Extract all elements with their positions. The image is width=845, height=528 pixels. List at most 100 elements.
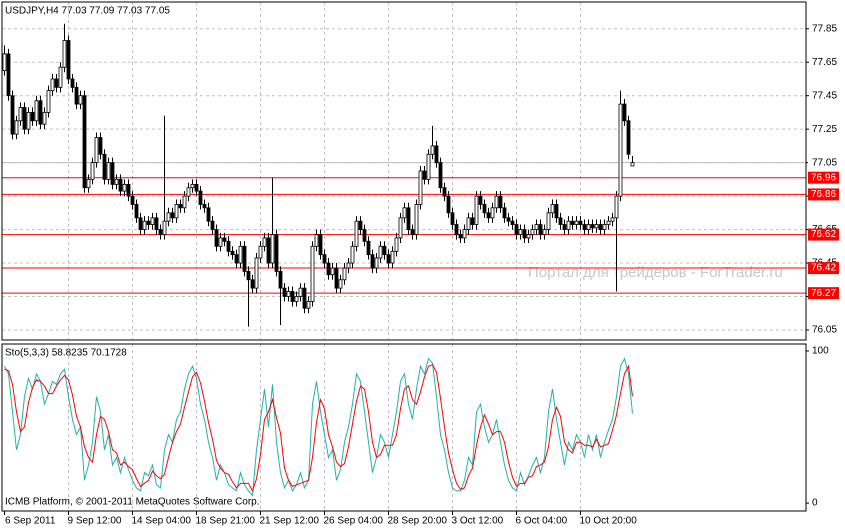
candle-body <box>258 245 263 259</box>
x-tick-label: 14 Sep 04:00 <box>132 516 192 527</box>
candle-body <box>490 207 495 219</box>
x-tick-label: 6 Sep 2011 <box>5 516 56 527</box>
candle-body <box>274 234 279 272</box>
candle-body <box>582 224 587 230</box>
candle-body <box>138 217 143 230</box>
candle-body <box>270 234 275 264</box>
candle-body <box>410 229 415 235</box>
candle-body <box>226 240 231 252</box>
candle-body <box>486 212 491 219</box>
candle-body <box>498 195 503 209</box>
candle-body <box>114 178 119 185</box>
x-tick-label: 18 Sep 21:00 <box>196 516 256 527</box>
candle-body <box>98 137 103 155</box>
candle-body <box>286 291 291 297</box>
indicator-line <box>4 364 633 493</box>
candle-body <box>426 153 431 180</box>
level-label: 76.62 <box>811 229 836 240</box>
candle-body <box>166 212 171 222</box>
candle-body <box>222 237 227 242</box>
candle-body <box>102 153 107 180</box>
candle-body <box>26 112 31 130</box>
candle-body <box>282 287 287 297</box>
candle-body <box>290 291 295 302</box>
candle-body <box>122 183 127 192</box>
candle-body <box>494 195 499 209</box>
candle-body <box>626 120 631 155</box>
candle-body <box>6 53 11 97</box>
y-tick-label: 76.05 <box>812 325 837 336</box>
candle-body <box>358 220 363 230</box>
candle-body <box>246 270 251 281</box>
candle-body <box>174 204 179 219</box>
candle-body <box>374 257 379 269</box>
candle-body <box>242 245 247 272</box>
x-tick-label: 3 Oct 12:00 <box>452 516 504 527</box>
candle-body <box>330 267 335 276</box>
candle-body <box>178 204 183 209</box>
candle-body <box>422 170 427 180</box>
candle-body <box>418 170 423 205</box>
copyright: ICMB Platform, © 2001-2011 MetaQuotes So… <box>5 497 260 508</box>
level-label: 76.27 <box>811 288 836 299</box>
candle-body <box>154 217 159 230</box>
candle-body <box>502 207 507 219</box>
candle-body <box>570 220 575 225</box>
candle-body <box>430 145 435 155</box>
x-tick-label: 6 Oct 04:00 <box>516 516 568 527</box>
panel-frame <box>1 343 807 512</box>
candle-body <box>298 287 303 297</box>
candle-body <box>442 187 447 197</box>
candle-body <box>54 78 59 88</box>
candle-body <box>70 78 75 88</box>
candle-body <box>578 220 583 225</box>
candle-body <box>46 90 51 113</box>
candle-body <box>2 53 7 72</box>
level-label-bg <box>808 287 839 300</box>
candle-body <box>542 229 547 235</box>
level-label-bg <box>808 188 839 201</box>
candle-body <box>614 195 619 219</box>
candle-body <box>10 95 15 135</box>
candle-body <box>170 212 175 219</box>
watermark: Портал для трейдеров - ForTrader.ru <box>528 264 783 281</box>
candle-body <box>566 220 571 230</box>
candle-body <box>62 40 67 68</box>
candle-body <box>506 217 511 222</box>
candle-body <box>526 234 531 239</box>
candle-body <box>206 207 211 222</box>
bid-label: 77.05 <box>812 157 837 168</box>
candle-body <box>450 212 455 225</box>
candle-body <box>394 237 399 252</box>
candle-body <box>370 254 375 269</box>
candle-body <box>142 220 147 230</box>
chart-title: USDJPY,H4 77.03 77.09 77.03 77.05 <box>5 6 170 17</box>
candle-body <box>238 245 243 264</box>
candle-body <box>266 237 271 264</box>
candle-body <box>510 220 515 225</box>
candle-body <box>622 103 627 122</box>
candle-body <box>314 234 319 247</box>
candle-body <box>210 220 215 230</box>
candle-body <box>18 107 23 122</box>
level-label: 76.96 <box>811 172 836 183</box>
indicator-line <box>4 357 633 497</box>
level-label: 76.86 <box>811 189 836 200</box>
candle-body <box>334 267 339 289</box>
candle-body <box>214 229 219 247</box>
candle-body <box>42 112 47 125</box>
candle-body <box>446 195 451 214</box>
candle-body <box>574 220 579 225</box>
candle-body <box>30 112 35 122</box>
candle-body <box>398 217 403 239</box>
candle-body <box>38 100 43 125</box>
y-tick-label: 100 <box>812 346 829 357</box>
candle-body <box>278 270 283 289</box>
candle-body <box>602 224 607 230</box>
candle-body <box>302 287 307 309</box>
candle-body <box>198 190 203 205</box>
candle-body <box>338 279 343 289</box>
candle-body <box>322 254 327 264</box>
